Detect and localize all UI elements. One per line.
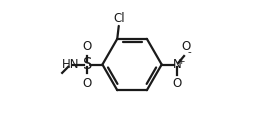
Text: +: +: [176, 57, 184, 66]
Text: N: N: [172, 58, 181, 71]
Text: O: O: [82, 40, 91, 53]
Text: HN: HN: [62, 58, 79, 71]
Text: O: O: [82, 76, 91, 90]
Text: Cl: Cl: [113, 12, 124, 25]
Text: O: O: [180, 40, 189, 53]
Text: O: O: [172, 77, 181, 90]
Text: -: -: [187, 47, 191, 57]
Text: S: S: [82, 57, 91, 72]
